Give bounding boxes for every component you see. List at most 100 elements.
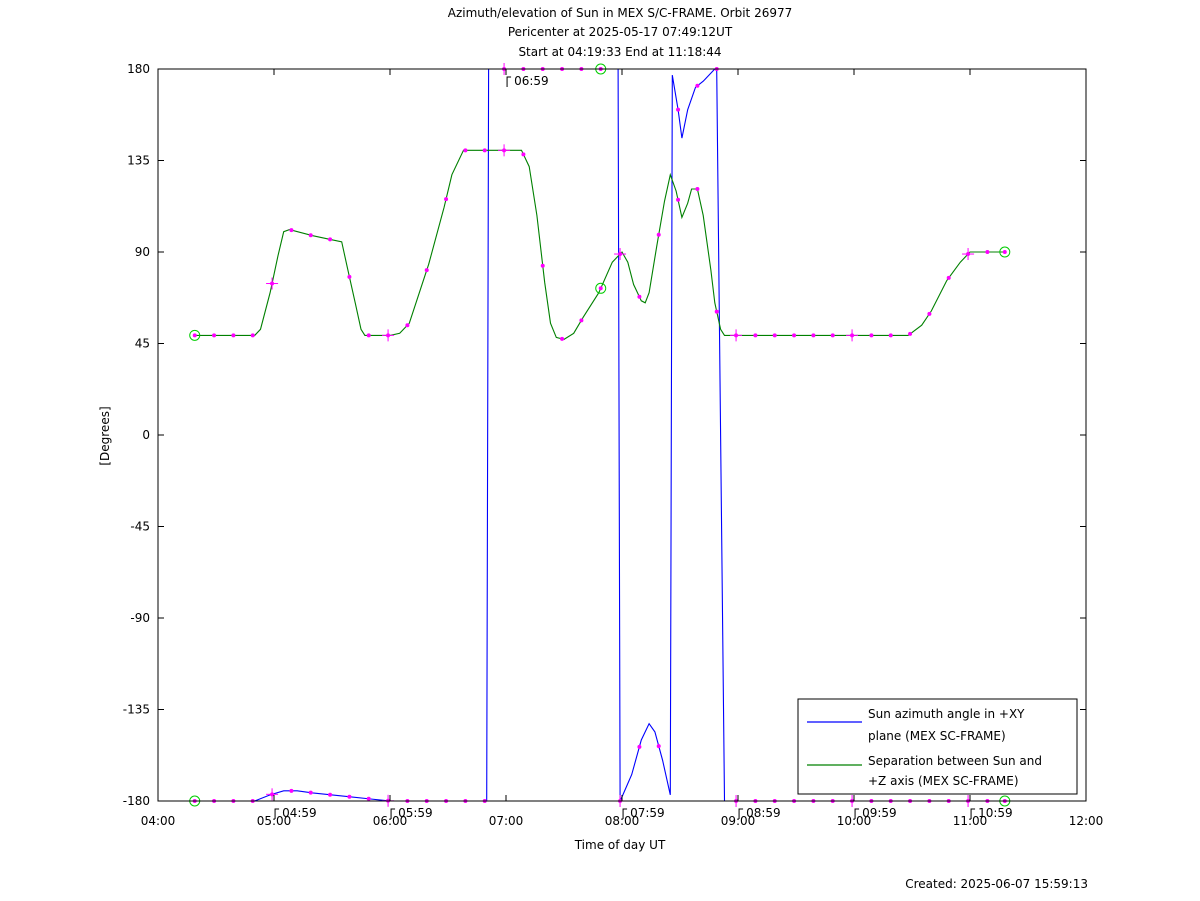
marker-separation (753, 333, 758, 338)
annotation-pointer (854, 808, 860, 819)
marker-separation (463, 148, 468, 153)
marker-separation (212, 333, 217, 338)
y-tick-label: -135 (123, 703, 150, 717)
x-tick-label: 12:00 (1069, 814, 1104, 828)
marker-separation (231, 333, 236, 338)
annotation-label: 07:59 (630, 806, 665, 820)
marker-separation (250, 333, 255, 338)
y-tick-label: -180 (123, 794, 150, 808)
y-tick-label: 90 (135, 245, 150, 259)
marker-separation (192, 333, 197, 338)
marker-separation (540, 263, 545, 268)
marker-separation (579, 318, 584, 323)
marker-separation (908, 331, 913, 336)
marker-separation (946, 275, 951, 280)
chart-title: Azimuth/elevation of Sun in MEX S/C-FRAM… (448, 6, 793, 20)
marker-separation (405, 323, 410, 328)
y-tick-label: 135 (127, 154, 150, 168)
x-tick-label: 11:00 (953, 814, 988, 828)
marker-azimuth (637, 744, 642, 749)
marker-separation (328, 237, 333, 242)
marker-separation (985, 250, 990, 254)
marker-layer (189, 63, 1011, 807)
x-tick-label: 10:00 (837, 814, 872, 828)
marker-separation (927, 311, 932, 316)
x-tick-label: 07:00 (489, 814, 524, 828)
endpoint-separation (999, 246, 1011, 258)
annotation-pointer (390, 808, 396, 819)
endpoint-separation (189, 329, 201, 341)
plot-frame (157, 68, 1087, 802)
marker-separation (482, 148, 487, 153)
marker-separation (1002, 250, 1007, 254)
chart-subtitle-pericenter: Pericenter at 2025-05-17 07:49:12UT (508, 25, 733, 39)
chart-subtitle-start-end: Start at 04:19:33 End at 11:18:44 (518, 45, 721, 59)
marker-separation (811, 333, 816, 338)
marker-separation (347, 274, 352, 279)
marker-azimuth (328, 792, 333, 797)
marker-separation (869, 333, 874, 338)
y-axis-label: [Degrees] (98, 406, 112, 465)
y-tick-label: 180 (127, 62, 150, 76)
y-tick-label: -90 (130, 611, 150, 625)
x-tick-label: 08:00 (605, 814, 640, 828)
created-timestamp: Created: 2025-06-07 15:59:13 (905, 877, 1088, 891)
legend-label-separation-1: Separation between Sun and (868, 754, 1042, 768)
marker-separation (444, 197, 449, 202)
marker-azimuth (656, 744, 661, 749)
annotation-pointer (970, 808, 976, 819)
marker-separation (676, 197, 681, 202)
legend-label-azimuth-2: plane (MEX SC-FRAME) (868, 729, 1006, 743)
marker-separation (888, 333, 893, 338)
marker-azimuth (695, 83, 700, 88)
marker-azimuth (676, 107, 681, 112)
marker-separation (656, 232, 661, 237)
annotation-pointer (274, 808, 280, 819)
annotation-pointer (622, 808, 628, 819)
marker-azimuth (289, 788, 294, 793)
marker-separation (308, 233, 313, 238)
series-line-azimuth (194, 68, 1005, 802)
marker-separation (521, 152, 526, 157)
legend: Sun azimuth angle in +XY plane (MEX SC-F… (797, 698, 1078, 795)
y-tick-label: -45 (130, 520, 150, 534)
annotation-label: 06:59 (514, 74, 549, 88)
legend-label-azimuth-1: Sun azimuth angle in +XY (868, 707, 1025, 721)
series-line-separation (194, 149, 1005, 340)
series-layer (194, 68, 1005, 802)
x-tick-label: 05:00 (257, 814, 292, 828)
marker-separation (772, 333, 777, 338)
annotation-label: 09:59 (862, 806, 897, 820)
marker-separation (560, 336, 565, 341)
x-tick-label: 06:00 (373, 814, 408, 828)
marker-separation (637, 294, 642, 299)
y-tick-label: 0 (142, 428, 150, 442)
annotation-label: 05:59 (398, 806, 433, 820)
endpoint-separation (595, 282, 607, 294)
annotation-layer: 06:59 04:59 05:59 07:59 08:59 09:59 10:59 (274, 74, 1013, 820)
marker-separation (714, 309, 719, 314)
x-axis-label: Time of day UT (574, 838, 666, 852)
annotation-pointer (738, 808, 744, 819)
marker-separation (289, 228, 294, 233)
marker-separation (366, 333, 371, 338)
chart-titles: Azimuth/elevation of Sun in MEX S/C-FRAM… (448, 6, 793, 59)
annotation-label: 04:59 (282, 806, 317, 820)
marker-separation (424, 268, 429, 273)
marker-separation (792, 333, 797, 338)
marker-azimuth (308, 790, 313, 795)
marker-azimuth (347, 794, 352, 799)
marker-separation (598, 286, 603, 291)
y-tick-label: 45 (135, 337, 150, 351)
marker-separation (830, 333, 835, 338)
annotation-pointer (506, 76, 512, 87)
legend-label-separation-2: +Z axis (MEX SC-FRAME) (868, 774, 1019, 788)
annotation-label: 10:59 (978, 806, 1013, 820)
legend-box (797, 698, 1078, 795)
marker-separation (695, 186, 700, 191)
marker-azimuth (366, 796, 371, 801)
x-tick-label: 04:00 (141, 814, 176, 828)
axis-layer: 04:00 05:00 06:00 07:00 08:00 09:00 10:00 11:00… (123, 62, 1104, 828)
annotation-label: 08:59 (746, 806, 781, 820)
